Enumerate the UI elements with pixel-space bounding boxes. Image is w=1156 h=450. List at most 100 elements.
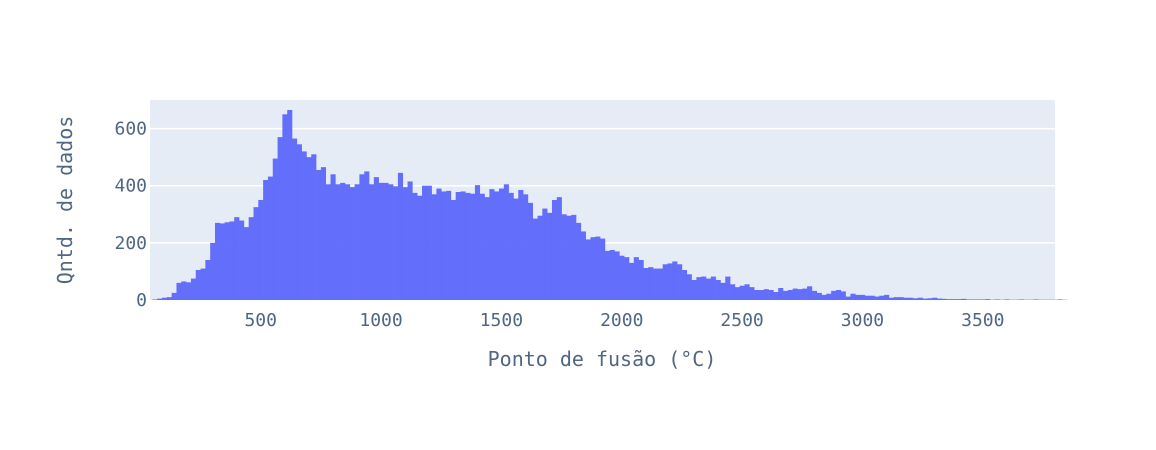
histogram-bar bbox=[210, 242, 216, 300]
histogram-bar bbox=[696, 277, 702, 300]
histogram-bar bbox=[503, 184, 509, 300]
x-tick-label: 1000 bbox=[359, 310, 402, 331]
histogram-bar bbox=[701, 276, 707, 300]
histogram-bar bbox=[787, 290, 793, 300]
histogram-bar bbox=[224, 222, 230, 300]
histogram-bar bbox=[556, 197, 562, 300]
histogram-bar bbox=[537, 215, 543, 300]
histogram-bar bbox=[421, 185, 428, 300]
histogram-bar bbox=[633, 257, 639, 300]
histogram-bar bbox=[758, 290, 765, 300]
histogram-bar bbox=[1033, 299, 1039, 300]
histogram-bar bbox=[205, 260, 211, 300]
histogram-bar bbox=[802, 288, 808, 300]
histogram-bar bbox=[258, 200, 264, 300]
histogram-bar bbox=[662, 264, 668, 300]
histogram-bar bbox=[571, 214, 577, 300]
histogram-bar bbox=[547, 212, 553, 300]
histogram-bar bbox=[344, 184, 351, 300]
histogram-bar bbox=[383, 182, 389, 300]
histogram-bar bbox=[609, 250, 615, 300]
histogram-bar bbox=[739, 285, 745, 300]
histogram-bar bbox=[807, 286, 813, 300]
histogram-bar bbox=[898, 297, 904, 300]
histogram-bar bbox=[864, 295, 870, 300]
y-tick-label: 400 bbox=[114, 176, 147, 197]
histogram-bar bbox=[176, 282, 182, 300]
histogram-bar bbox=[912, 298, 919, 300]
histogram-bar bbox=[523, 194, 529, 300]
histogram-bar bbox=[888, 297, 895, 300]
histogram-bar bbox=[181, 281, 187, 300]
histogram-bar bbox=[426, 185, 432, 300]
histogram-bar bbox=[657, 268, 663, 300]
histogram-bar bbox=[349, 187, 355, 300]
histogram-bar bbox=[248, 217, 254, 300]
histogram-bar bbox=[272, 158, 278, 300]
histogram-bar bbox=[234, 217, 240, 300]
histogram-bar bbox=[850, 293, 856, 300]
histogram-bar bbox=[513, 198, 519, 300]
histogram-bar bbox=[162, 297, 168, 300]
histogram-bar bbox=[884, 294, 890, 300]
histogram-bar bbox=[821, 294, 827, 300]
histogram-bars bbox=[152, 110, 1068, 300]
histogram-bar bbox=[831, 290, 837, 300]
histogram-bar bbox=[706, 278, 712, 300]
histogram-bar bbox=[470, 193, 476, 300]
x-tick-label: 2000 bbox=[600, 310, 643, 331]
histogram-bar bbox=[941, 298, 947, 300]
histogram-bar bbox=[532, 218, 538, 300]
y-axis-ticks: 0 200 400 600 bbox=[114, 119, 147, 311]
x-tick-label: 3000 bbox=[841, 310, 884, 331]
histogram-bar bbox=[667, 263, 673, 300]
histogram-bar bbox=[595, 236, 601, 300]
histogram-bar bbox=[325, 184, 331, 300]
histogram-bar bbox=[397, 172, 404, 300]
histogram-bar bbox=[267, 176, 274, 300]
histogram-bar bbox=[499, 188, 505, 300]
histogram-bar bbox=[287, 110, 293, 300]
histogram-bar bbox=[922, 298, 928, 300]
histogram-bar bbox=[893, 297, 899, 300]
histogram-bar bbox=[653, 268, 659, 300]
histogram-bar bbox=[446, 190, 452, 300]
histogram-bar bbox=[879, 295, 885, 300]
histogram-bar bbox=[730, 284, 736, 300]
histogram-bar bbox=[330, 174, 336, 300]
histogram-bar bbox=[917, 297, 923, 300]
histogram-bar bbox=[508, 192, 514, 300]
histogram-bar bbox=[932, 297, 938, 300]
histogram-bar bbox=[576, 222, 582, 300]
histogram-bar bbox=[624, 257, 630, 300]
y-tick-label: 0 bbox=[136, 290, 147, 311]
histogram-bar bbox=[277, 137, 283, 300]
histogram-bar bbox=[691, 280, 697, 300]
histogram-bar bbox=[811, 290, 818, 300]
histogram-bar bbox=[474, 185, 481, 300]
histogram-bar bbox=[604, 250, 611, 300]
histogram-bar bbox=[494, 191, 500, 300]
histogram-bar bbox=[749, 287, 755, 300]
histogram-bar bbox=[450, 200, 456, 300]
histogram-bar bbox=[874, 296, 880, 300]
histogram-bar bbox=[455, 192, 461, 300]
histogram-bar bbox=[402, 187, 408, 300]
histogram-bar bbox=[388, 184, 394, 300]
y-tick-label: 200 bbox=[114, 233, 147, 254]
histogram-bar bbox=[826, 293, 832, 300]
histogram-bar bbox=[306, 157, 312, 300]
histogram-bar bbox=[393, 186, 399, 300]
histogram-bar bbox=[946, 299, 952, 300]
histogram-bar bbox=[263, 180, 269, 300]
histogram-bar bbox=[566, 215, 572, 300]
histogram-bar bbox=[672, 261, 678, 300]
x-axis-title: Ponto de fusão (°C) bbox=[488, 347, 717, 371]
histogram-bar bbox=[1004, 299, 1010, 300]
x-tick-label: 2500 bbox=[720, 310, 763, 331]
histogram-bar bbox=[292, 138, 298, 300]
y-axis-title: Qntd. de dados bbox=[53, 116, 77, 285]
histogram-bar bbox=[186, 282, 192, 300]
histogram-bar bbox=[436, 188, 442, 300]
histogram-bar bbox=[783, 290, 789, 300]
